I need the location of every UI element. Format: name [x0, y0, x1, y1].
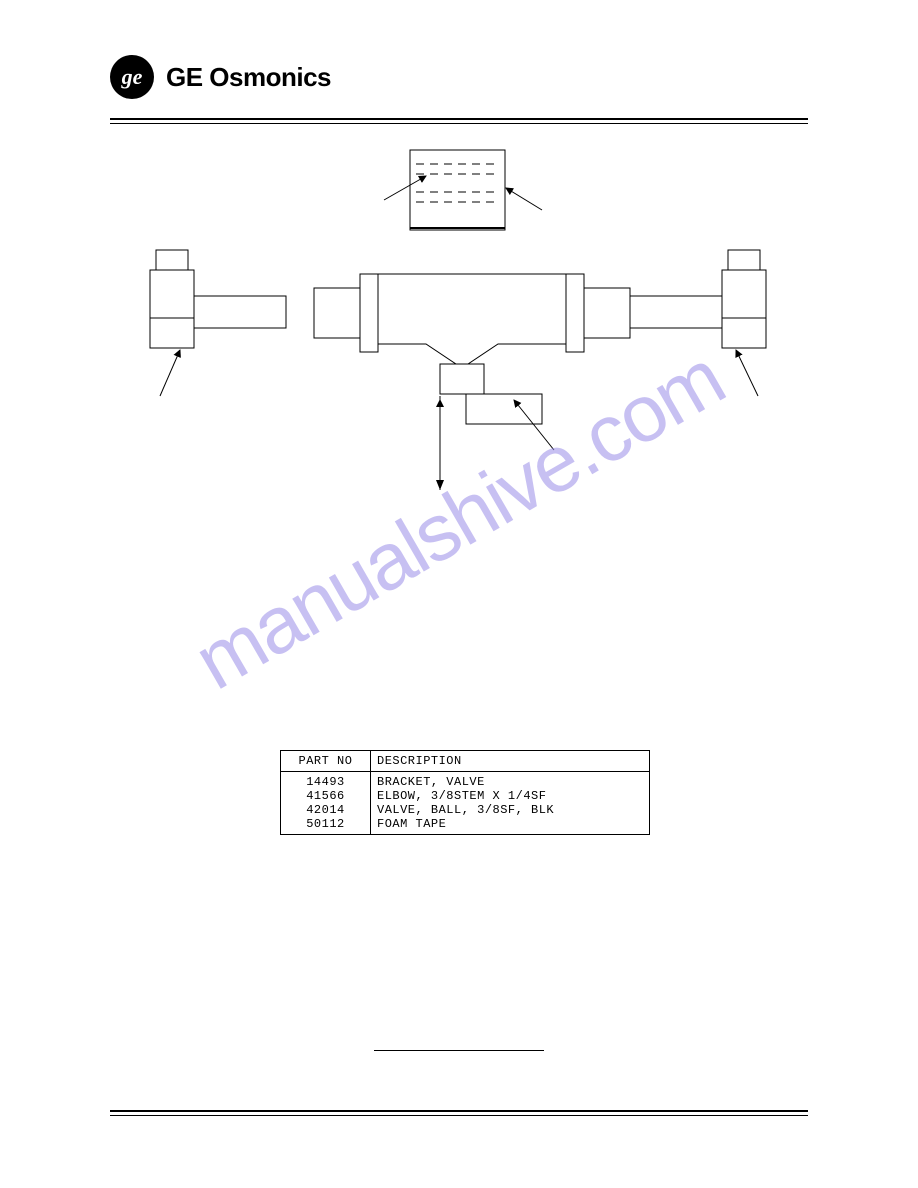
ge-logo: ge [110, 55, 154, 99]
table-cell: 41566 [306, 789, 345, 803]
table-cell: FOAM TAPE [377, 817, 643, 831]
left-elbow [150, 250, 286, 396]
brand-name: GE Osmonics [166, 62, 331, 93]
right-elbow [630, 250, 766, 396]
parts-table: PART NO DESCRIPTION 14493 41566 42014 50… [280, 750, 650, 835]
table-cell: 14493 [306, 775, 345, 789]
diagram-svg [110, 140, 810, 540]
table-header-row: PART NO DESCRIPTION [281, 751, 649, 772]
valve-diagram [110, 140, 808, 540]
top-rule-2 [110, 123, 808, 124]
table-body: 14493 41566 42014 50112 BRACKET, VALVE E… [281, 772, 649, 834]
header: ge GE Osmonics [110, 55, 808, 99]
col-header-desc: DESCRIPTION [371, 751, 649, 771]
top-rule-1 [110, 118, 808, 120]
table-cell: 42014 [306, 803, 345, 817]
ge-logo-text: ge [122, 64, 143, 90]
footer-short-rule [374, 1050, 544, 1051]
bottom-rule-2 [110, 1115, 808, 1116]
col-header-partno: PART NO [281, 751, 371, 771]
center-valve [314, 274, 630, 490]
bottom-rule-1 [110, 1110, 808, 1112]
table-cell: 50112 [306, 817, 345, 831]
table-cell: VALVE, BALL, 3/8SF, BLK [377, 803, 643, 817]
table-cell: ELBOW, 3/8STEM X 1/4SF [377, 789, 643, 803]
bracket-shape [384, 150, 542, 230]
page-root: ge GE Osmonics [0, 0, 918, 1188]
table-cell: BRACKET, VALVE [377, 775, 643, 789]
